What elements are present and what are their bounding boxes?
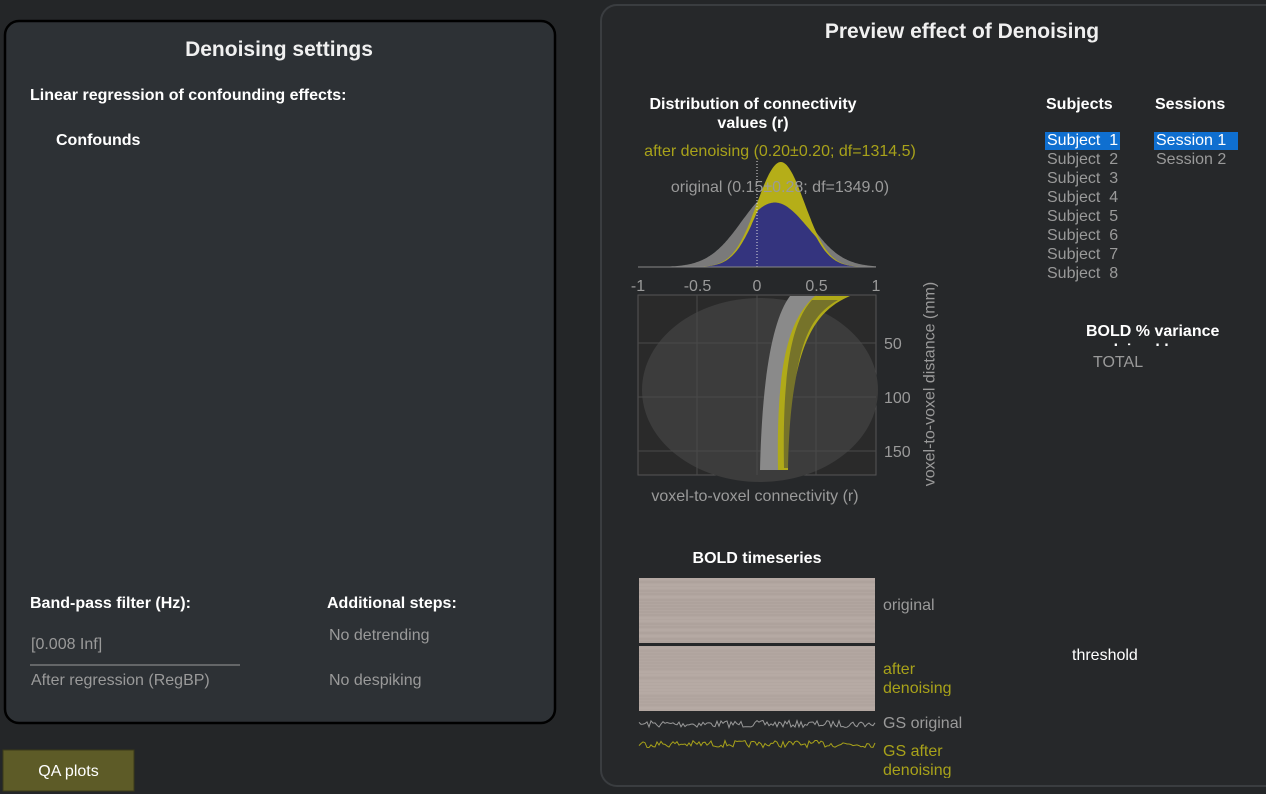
subject-item[interactable]: Subject 5 [1047,208,1119,225]
threshold-label: threshold [1072,647,1138,664]
gs-original-label: GS original [883,715,963,732]
x-tick-label: 0.5 [805,278,828,295]
gs-after-label: GS after denoising [883,743,952,778]
additional-label: Additional steps: [327,595,457,612]
y-tick-label: 50 [884,336,902,353]
bold-title: BOLD timeseries [692,550,822,567]
variance-title: BOLD % variance explained by [1086,323,1220,346]
settings-title: Denoising settings [185,38,373,61]
overlap-distribution [638,202,876,267]
y-tick-label: 100 [884,390,911,407]
bold-after-label: after denoising [883,661,952,696]
qa-button[interactable]: QA plots [38,763,99,780]
subject-item[interactable]: Subject 1 [1045,132,1121,150]
gs-after-line [638,739,876,749]
subject-item[interactable]: Subject 4 [1047,189,1119,206]
bandpass-label: Band-pass filter (Hz): [30,595,191,612]
subject-item[interactable]: Subject 8 [1047,265,1119,282]
x-tick-label: -0.5 [683,278,712,295]
distance-plot [637,294,878,482]
original-stats: original (0.15±0.28; df=1349.0) [670,179,890,196]
distribution-title: Distribution of connectivity values (r) [649,96,857,132]
session-item[interactable]: Session 2 [1156,151,1227,168]
gs-original-line [638,718,876,730]
histogram [638,158,876,268]
after-band-inner [783,300,838,468]
after-stats: after denoising (0.20±0.20; df=1314.5) [644,143,916,160]
x-tick-label: -1 [630,278,646,295]
settings-panel [3,19,557,725]
y-axis-label: voxel-to-voxel distance (mm) [921,281,939,487]
confounds-label: Confounds [56,132,141,149]
sessions-label: Sessions [1155,96,1226,113]
cloud [642,298,878,482]
timeseries-texture [639,578,875,709]
step[interactable]: No detrending [329,627,430,644]
step[interactable]: No despiking [329,672,422,689]
subject-item[interactable]: Subject 2 [1047,151,1119,168]
x-axis-label: voxel-to-voxel connectivity (r) [651,488,859,505]
variance-total[interactable]: TOTAL [1093,354,1144,371]
preview-title: Preview effect of Denoising [824,20,1100,43]
x-tick-label: 0 [752,278,762,295]
bandpass-value[interactable]: [0.008 Inf] [31,636,103,653]
qa-button-bg[interactable] [2,749,135,792]
subject-item[interactable]: Subject 6 [1047,227,1119,244]
subject-item[interactable]: Subject 3 [1047,170,1119,187]
session-item[interactable]: Session 1 [1154,132,1238,150]
regression-label: Linear regression of confounding effects… [30,87,347,104]
subject-item[interactable]: Subject 7 [1047,246,1119,263]
bandpass-mode[interactable]: After regression (RegBP) [31,672,210,689]
x-tick-label: 1 [871,278,881,295]
y-tick-label: 150 [884,444,911,461]
bold-original-image [639,578,875,643]
bold-original-label: original [883,597,935,614]
subjects-label: Subjects [1046,96,1113,113]
